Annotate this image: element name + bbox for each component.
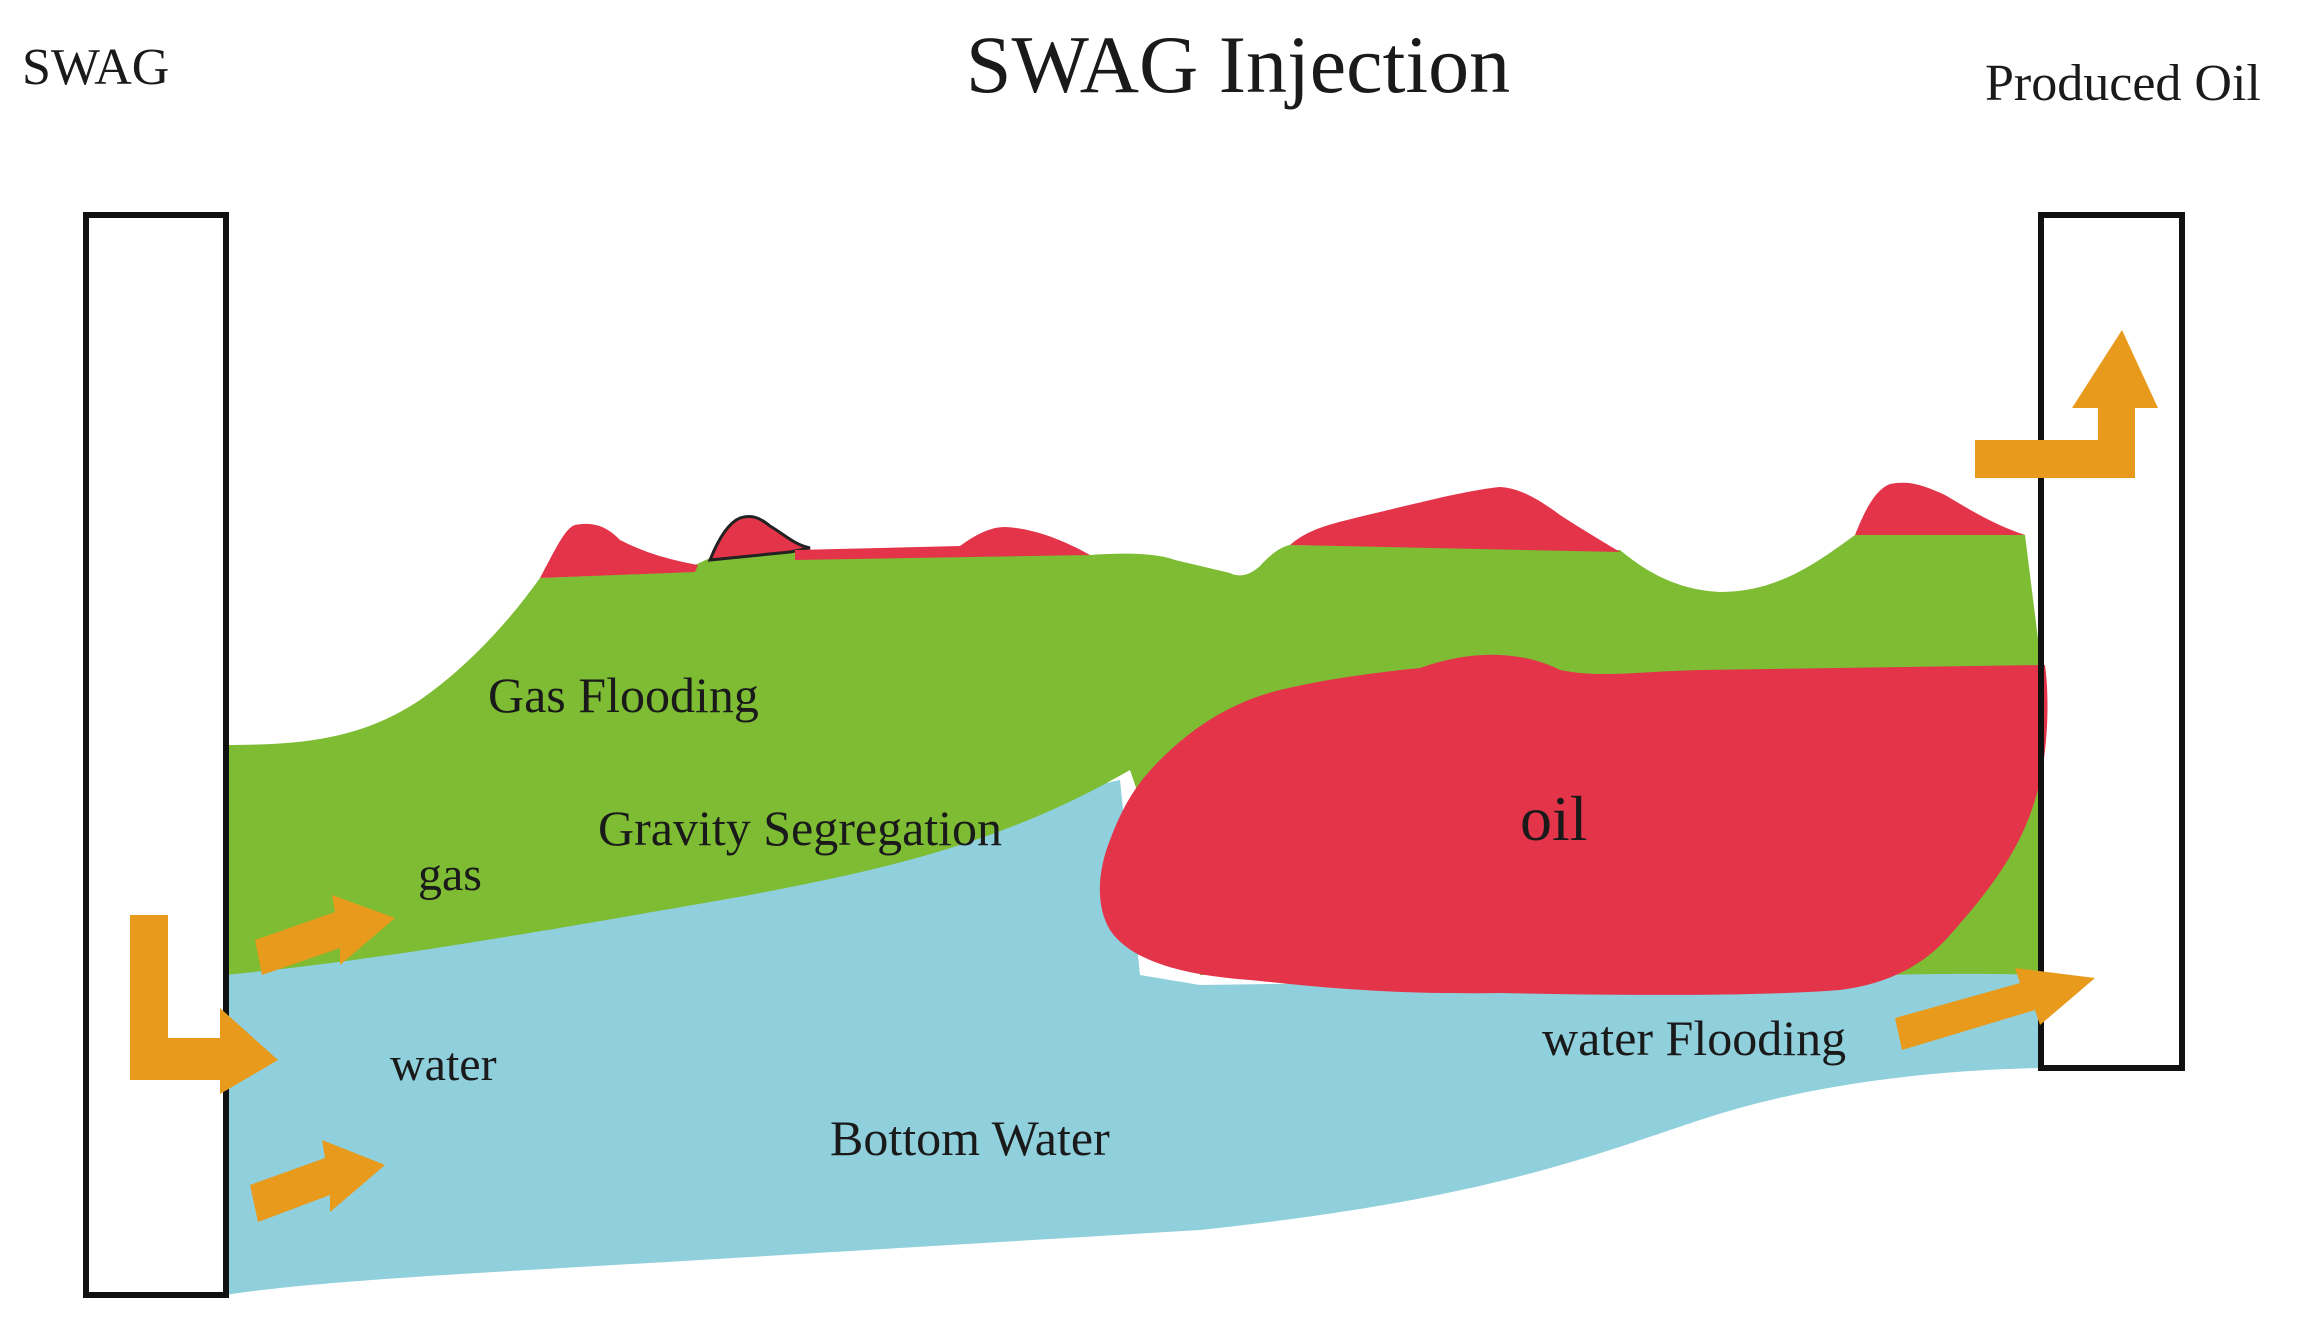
gravity-segregation-label: Gravity Segregation: [598, 800, 1002, 856]
oil-patch: [707, 514, 811, 562]
gas-label: gas: [418, 848, 482, 901]
injector-well-label: SWAG: [22, 39, 169, 96]
oil-patch: [795, 527, 1090, 560]
production-well: [2038, 212, 2185, 1071]
oil-patch: [540, 523, 698, 578]
producer-well-label: Produced Oil: [1985, 55, 2261, 112]
water-injection-arrow: [250, 1140, 385, 1222]
injection-well: [83, 212, 229, 1298]
diagram-title: SWAG Injection: [966, 19, 1510, 110]
injection-l-arrow: [130, 915, 278, 1094]
water-flooding-arrow: [1895, 968, 2095, 1050]
gas-injection-arrow: [255, 895, 395, 975]
oil-label: oil: [1520, 783, 1588, 854]
gas-flooding-label: Gas Flooding: [488, 667, 759, 723]
bottom-water-zone: [225, 780, 2040, 1295]
produced-oil-l-arrow: [1975, 330, 2158, 478]
bottom-water-label: Bottom Water: [830, 1110, 1110, 1166]
oil-bank-zone: [1099, 654, 2048, 995]
oil-patch: [1855, 482, 2025, 535]
oil-patch: [1290, 487, 1620, 552]
water-label: water: [390, 1038, 497, 1091]
water-flooding-label: water Flooding: [1542, 1010, 1846, 1066]
